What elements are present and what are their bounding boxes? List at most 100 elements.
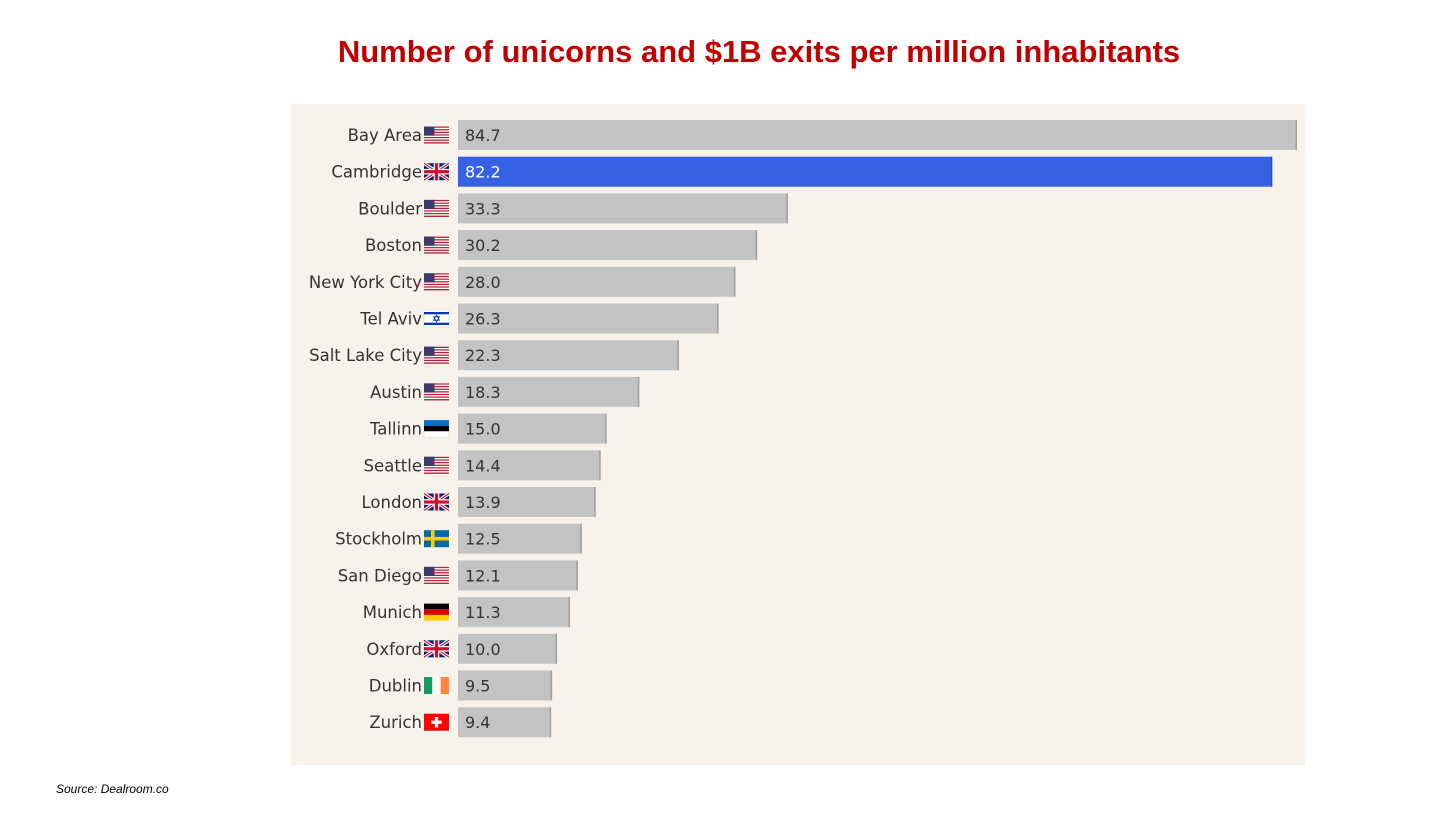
chart-panel: Bay Area 84.7 Cambridge 82.2 Boulder 33.3 Bost… [291,104,1305,765]
value-label: 26.3 [465,310,501,329]
category-label: Zurich [369,713,422,732]
category-label: Dublin [369,677,422,696]
category-label: Boulder [358,199,422,218]
category-label: Seattle [364,456,422,475]
bar-row: Boston 30.2 [365,230,758,261]
value-label: 13.9 [465,493,501,512]
bar-edge [637,376,640,407]
bar-edge [555,633,558,664]
bar-row: Cambridge 82.2 [331,156,1273,187]
value-label: 11.3 [465,603,501,622]
bar-edge [1295,120,1297,150]
category-label: New York City [309,273,422,292]
value-label: 18.3 [465,383,501,402]
bar-edge [733,266,736,297]
bar-row: Stockholm 12.5 [335,523,582,554]
value-label: 12.5 [465,530,501,549]
value-label: 9.5 [465,677,490,696]
bar-edge [594,487,596,517]
category-label: San Diego [338,566,422,585]
bar [458,707,552,738]
bar [458,266,736,297]
bar [458,670,553,701]
category-label: Tel Aviv [359,310,422,329]
bar-row: Bay Area 84.7 [348,120,1297,150]
us-flag-icon [424,199,449,217]
category-label: Cambridge [331,163,422,182]
bar-row: New York City 28.0 [309,266,736,297]
bar-edge [599,450,601,481]
us-flag-icon [424,273,449,291]
category-label: Austin [370,383,422,402]
bar-row: San Diego 12.1 [338,560,578,591]
bar-row: Dublin 9.5 [369,670,553,701]
value-label: 10.0 [465,640,501,659]
value-label: 33.3 [465,199,501,218]
estonia-flag-icon [423,420,450,438]
value-label: 22.3 [465,346,501,365]
source-note: Source: Dealroom.co [56,782,169,796]
us-flag-icon [424,236,449,254]
bar-chart: Bay Area 84.7 Cambridge 82.2 Boulder 33.3 Bost… [309,120,1297,738]
bar [458,487,596,517]
value-label: 9.4 [465,713,490,732]
category-label: Bay Area [348,126,422,145]
bar-edge [1270,156,1273,187]
value-label: 14.4 [465,456,501,475]
israel-flag-icon [423,309,450,328]
bar [458,193,788,224]
bar-row: Boulder 33.3 [358,193,788,224]
bar-row: Seattle 14.4 [364,450,601,481]
bar-edge [677,340,679,371]
category-label: Stockholm [335,530,422,549]
bar [458,120,1297,150]
bar-edge [576,560,578,591]
uk-flag-icon [423,492,450,512]
value-label: 15.0 [465,420,501,439]
bar-row: Salt Lake City 22.3 [309,340,679,371]
ireland-flag-icon [424,677,449,694]
bar-edge [755,230,758,261]
bar-highlighted [458,156,1273,187]
bar-row: London 13.9 [362,487,596,517]
value-label: 12.1 [465,566,501,585]
bar-row: Tallinn 15.0 [369,413,607,444]
bar-edge [549,707,552,738]
bar-row: Oxford 10.0 [366,633,558,664]
value-label: 30.2 [465,236,501,255]
bar-row: Zurich 9.4 [369,707,552,738]
category-label: Salt Lake City [309,346,422,365]
us-flag-icon [424,346,449,364]
us-flag-icon [424,126,449,144]
bar [458,597,570,628]
switzerland-flag-icon [424,713,449,731]
bar [458,340,679,371]
value-label: 28.0 [465,273,501,292]
bar [458,230,758,261]
bar [458,376,640,407]
bar-row: Austin 18.3 [370,376,640,407]
uk-flag-icon [423,638,450,659]
category-label: Tallinn [369,420,422,439]
bar-edge [605,413,607,444]
bar-edge [580,523,582,554]
bar [458,633,558,664]
bar-row: Tel Aviv 26.3 [359,303,719,334]
category-label: London [362,493,422,512]
category-label: Oxford [366,640,422,659]
us-flag-icon [424,566,449,584]
bar-edge [786,193,788,224]
category-label: Munich [363,603,422,622]
bar [458,523,582,554]
uk-flag-icon [423,161,450,182]
value-label: 84.7 [465,126,501,145]
bar [458,303,719,334]
sweden-flag-icon [424,530,449,548]
value-label: 82.2 [465,163,501,182]
category-label: Boston [365,236,422,255]
us-flag-icon [424,456,449,474]
us-flag-icon [424,383,449,401]
bar-edge [568,597,570,628]
germany-flag-icon [424,603,449,621]
